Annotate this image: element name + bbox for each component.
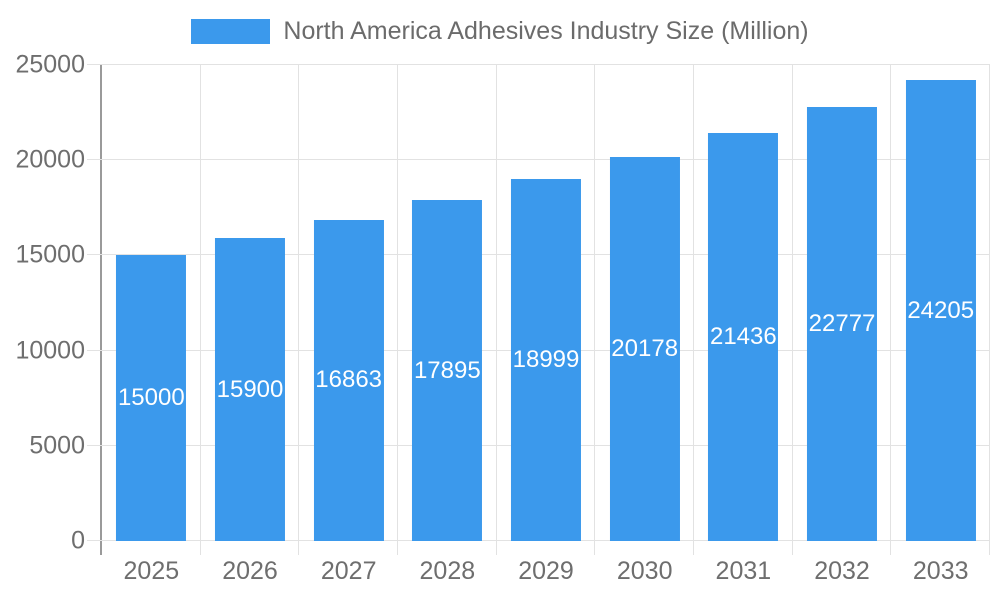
legend-swatch [191,19,271,44]
bar-value-label: 24205 [907,296,975,324]
bars: 15000 15900 16863 17895 18999 20178 21436 22777… [102,65,990,541]
y-tick-label: 5000 [29,431,85,460]
gridline-x-boundary [692,65,694,555]
gridline-x-boundary [890,65,892,555]
gridline-x-boundary [495,65,497,555]
bar-2029[interactable]: 18999 [510,179,582,541]
bar-2030[interactable]: 20178 [609,156,680,541]
x-tick-label-2030: 2030 [616,557,673,585]
bar-value-label: 22777 [808,310,876,338]
x-tick-label-2031: 2031 [715,557,772,585]
gridline-x-boundary [396,65,398,555]
gridline-y-20000 [87,159,990,161]
bar-slot: 18999 [497,65,596,541]
y-tick-label: 25000 [15,50,85,79]
y-tick-label: 10000 [15,336,85,365]
legend[interactable]: North America Adhesives Industry Size (M… [0,17,1000,46]
plot-area: 15000 15900 16863 17895 18999 20178 21436 22777… [87,64,990,555]
bar-slot: 22777 [793,65,892,541]
bar-slot: 15900 [201,65,300,541]
legend-label: North America Adhesives Industry Size (M… [283,17,809,45]
x-tick-label-2025: 2025 [123,557,180,585]
bar-2025[interactable]: 15000 [116,255,187,541]
bar-2032[interactable]: 22777 [807,107,878,541]
x-tick-label-2029: 2029 [518,557,574,585]
gridline-x-boundary [594,65,596,555]
bar-value-label: 15900 [216,375,284,403]
x-tick-label-2026: 2026 [222,557,278,585]
bar-value-label: 21436 [709,322,777,350]
bar-2033[interactable]: 24205 [905,80,976,541]
x-tick-label-2032: 2032 [814,557,870,585]
x-tick-label-2027: 2027 [320,557,377,585]
gridline-x-boundary [791,65,793,555]
bar-slot: 17895 [398,65,497,541]
y-tick-label: 15000 [15,240,85,269]
y-axis-line [100,65,102,555]
gridline-x-boundary [199,65,201,555]
gridline-y-25000 [87,64,990,65]
bar-2026[interactable]: 15900 [214,238,286,541]
x-axis-labels: 2025 2026 2027 2028 2029 2030 2031 2032 2033 [102,557,990,586]
x-tick-label-2028: 2028 [419,557,476,585]
bar-2031[interactable]: 21436 [708,132,779,541]
bar-slot: 16863 [299,65,398,541]
bar-slot: 21436 [694,65,793,541]
y-axis-labels: 0 5000 10000 15000 20000 25000 [0,52,85,553]
bar-slot: 24205 [891,65,990,541]
bar-2027[interactable]: 16863 [313,219,384,541]
y-tick-label: 0 [71,526,85,555]
bar-value-label: 20178 [611,334,679,362]
gridline-x-boundary [298,65,300,555]
bar-value-label: 16863 [315,366,383,394]
x-tick-label-2033: 2033 [912,557,969,585]
bar-2028[interactable]: 17895 [412,200,483,541]
bar-value-label: 15000 [117,384,185,412]
gridline-x-boundary [989,65,990,555]
bar-value-label: 17895 [413,356,481,384]
bar-slot: 20178 [595,65,694,541]
y-tick-label: 20000 [15,145,85,174]
bar-value-label: 18999 [512,346,580,374]
bar-slot: 15000 [102,65,201,541]
